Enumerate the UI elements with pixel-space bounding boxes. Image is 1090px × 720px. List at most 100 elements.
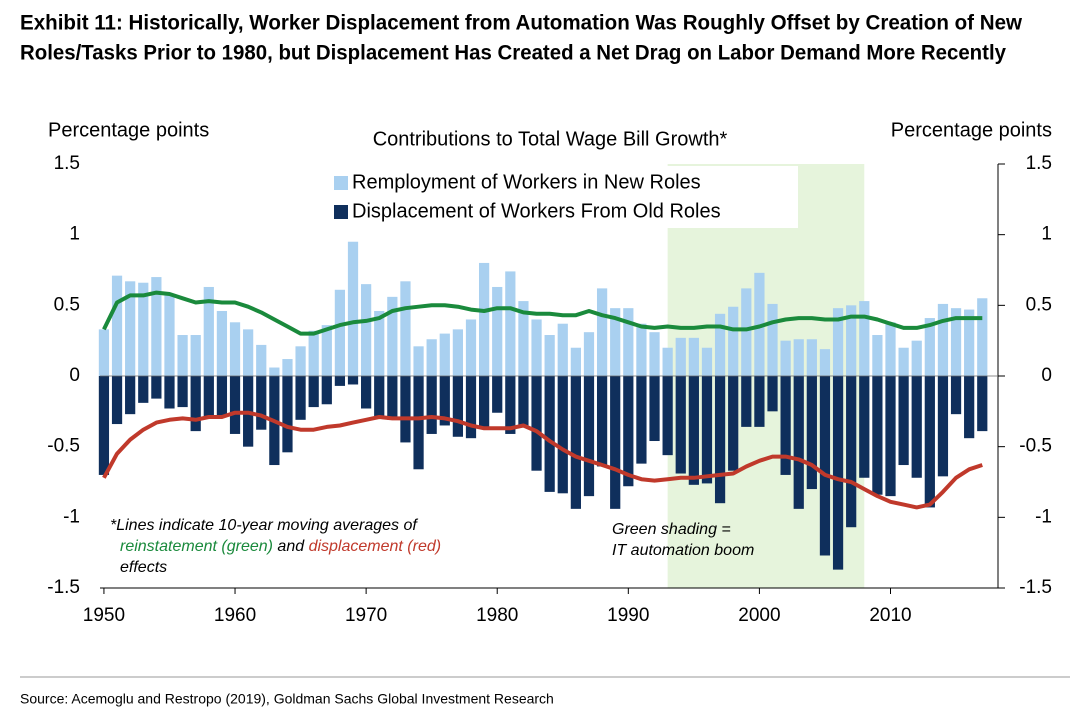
y2-tick-label: 0.5: [1026, 294, 1052, 315]
bar: [832, 376, 844, 570]
legend-swatch: [334, 176, 348, 190]
shading-annotation: Green shading =: [612, 521, 731, 538]
bar: [256, 376, 267, 430]
bar: [964, 376, 975, 439]
bar: [426, 339, 437, 376]
bar: [832, 308, 844, 376]
bar: [151, 277, 162, 376]
footnote: reinstatement (green) and displacement (…: [120, 538, 441, 555]
bar: [780, 340, 791, 376]
bar: [924, 376, 935, 508]
source: Source: Acemoglu and Restropo (2019), Go…: [20, 691, 554, 707]
bar: [164, 294, 175, 376]
bar: [688, 376, 699, 485]
bar: [806, 376, 817, 490]
bar: [413, 346, 424, 376]
legend-swatch: [334, 205, 348, 219]
bar: [308, 330, 319, 376]
bar: [911, 376, 922, 478]
bar: [400, 376, 411, 443]
y-axis-label: Percentage points: [48, 119, 209, 141]
bar: [885, 376, 896, 497]
legend-box: [330, 166, 798, 228]
bar: [557, 323, 568, 376]
y2-tick-label: -1: [1035, 506, 1052, 527]
y-tick-label: 1.5: [54, 153, 80, 174]
bar: [570, 347, 581, 376]
shading-annotation: IT automation boom: [612, 542, 754, 559]
bar: [846, 376, 857, 528]
y2-tick-label: 1.5: [1026, 153, 1052, 174]
bar: [465, 319, 477, 376]
bar: [937, 376, 949, 477]
legend-label: Displacement of Workers From Old Roles: [352, 200, 721, 222]
bar: [754, 376, 765, 427]
bar: [623, 376, 634, 487]
bar: [557, 376, 568, 494]
bar: [164, 376, 175, 409]
bar: [138, 282, 149, 376]
bar: [531, 319, 542, 376]
y-tick-label: 1: [69, 224, 80, 245]
bar: [478, 262, 490, 376]
bar: [531, 376, 542, 471]
bar: [793, 339, 804, 376]
bar: [125, 281, 136, 376]
y2-axis-label: Percentage points: [891, 119, 1052, 141]
bar: [819, 349, 831, 376]
bar: [793, 376, 804, 509]
footnote-part: displacement (red): [309, 538, 442, 555]
x-tick-label: 2000: [738, 605, 780, 626]
bar: [387, 376, 398, 420]
bar: [662, 376, 673, 456]
bar: [964, 309, 975, 376]
bar: [610, 308, 621, 376]
bar: [662, 347, 673, 376]
bar: [269, 367, 280, 376]
bar: [701, 376, 713, 484]
y2-tick-label: 1: [1041, 224, 1052, 245]
bar: [636, 323, 647, 376]
bar: [465, 376, 477, 439]
bar: [256, 344, 267, 376]
chart-title: Exhibit 11: Historically, Worker Displac…: [20, 12, 1023, 35]
bar: [334, 376, 346, 386]
bar: [885, 322, 896, 376]
bar: [924, 318, 935, 376]
bar: [308, 376, 319, 408]
bar: [492, 376, 503, 413]
bar: [374, 376, 385, 419]
bar: [649, 332, 660, 376]
bar: [111, 376, 123, 425]
bar: [347, 376, 359, 385]
x-tick-label: 1970: [345, 605, 387, 626]
y2-tick-label: 0: [1041, 365, 1052, 386]
bar: [229, 322, 241, 376]
bar: [98, 376, 110, 475]
bar: [190, 335, 201, 376]
bar: [570, 376, 581, 509]
bar: [216, 376, 228, 417]
x-tick-label: 1990: [607, 605, 649, 626]
footnote: *Lines indicate 10-year moving averages …: [110, 517, 418, 534]
bar: [177, 335, 188, 376]
legend-label: Remployment of Workers in New Roles: [352, 171, 701, 193]
x-tick-label: 1950: [83, 605, 125, 626]
bar: [544, 335, 555, 376]
y-tick-label: -1: [63, 506, 80, 527]
bar: [977, 298, 988, 376]
bar: [728, 306, 739, 376]
bar: [439, 333, 450, 376]
bar: [610, 376, 621, 509]
y-tick-label: 0.5: [54, 294, 80, 315]
bar: [518, 301, 529, 376]
bar: [492, 286, 503, 376]
bar: [623, 308, 634, 376]
bar: [872, 376, 883, 495]
bar: [675, 376, 686, 474]
bar: [898, 376, 909, 466]
bar: [452, 329, 464, 376]
footnote-part: reinstatement (green): [120, 538, 273, 555]
bar: [190, 376, 201, 432]
